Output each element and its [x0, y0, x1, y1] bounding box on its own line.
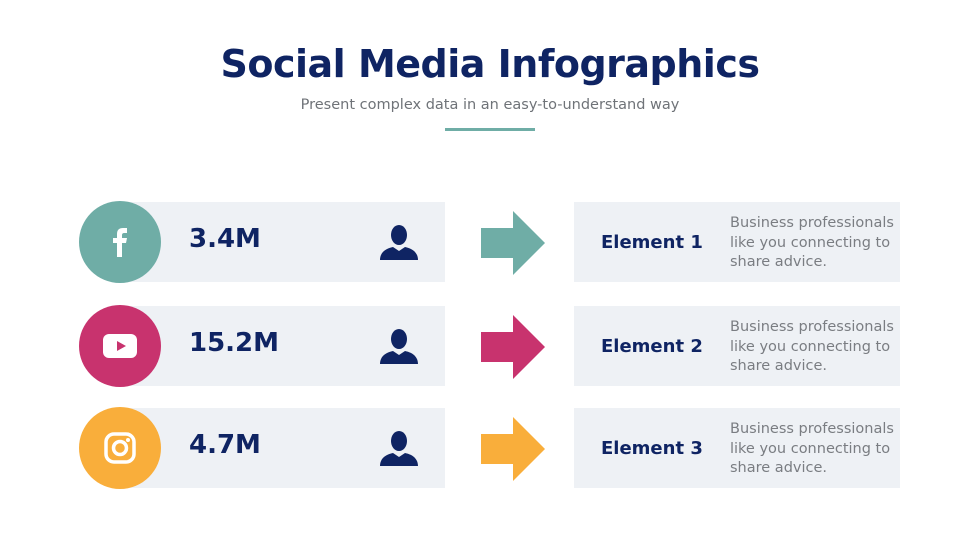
follower-count: 3.4M	[189, 224, 261, 254]
row-youtube: 15.2M Element 2 Business professionals l…	[0, 305, 980, 388]
element-description: Business professionals like you connecti…	[730, 421, 894, 476]
element-label: Element 2	[601, 336, 703, 357]
user-icon	[380, 329, 418, 364]
stat-bar	[120, 408, 445, 488]
page-subtitle: Present complex data in an easy-to-under…	[300, 97, 680, 113]
youtube-icon	[103, 334, 137, 358]
instagram-icon	[104, 432, 136, 464]
element-label: Element 3	[601, 438, 703, 459]
youtube-badge	[79, 305, 161, 387]
row-instagram: 4.7M Element 3 Business professionals li…	[0, 407, 980, 490]
stat-bar	[120, 306, 445, 386]
page-title: Social Media Infographics	[220, 42, 760, 86]
arrow-icon	[481, 315, 545, 379]
row-facebook: 3.4M Element 1 Business professionals li…	[0, 201, 980, 284]
element-description: Business professionals like you connecti…	[730, 215, 894, 270]
user-icon	[380, 431, 418, 466]
arrow-icon	[481, 211, 545, 275]
facebook-icon	[113, 228, 127, 257]
stat-bar	[120, 202, 445, 282]
arrow-icon	[481, 417, 545, 481]
title-divider	[445, 128, 535, 131]
element-label: Element 1	[601, 232, 703, 253]
instagram-badge	[79, 407, 161, 489]
facebook-badge	[79, 201, 161, 283]
element-box: Element 1 Business professionals like yo…	[574, 202, 900, 282]
element-box: Element 2 Business professionals like yo…	[574, 306, 900, 386]
user-icon	[380, 225, 418, 260]
follower-count: 4.7M	[189, 430, 261, 460]
element-box: Element 3 Business professionals like yo…	[574, 408, 900, 488]
element-description: Business professionals like you connecti…	[730, 319, 894, 374]
follower-count: 15.2M	[189, 328, 280, 358]
